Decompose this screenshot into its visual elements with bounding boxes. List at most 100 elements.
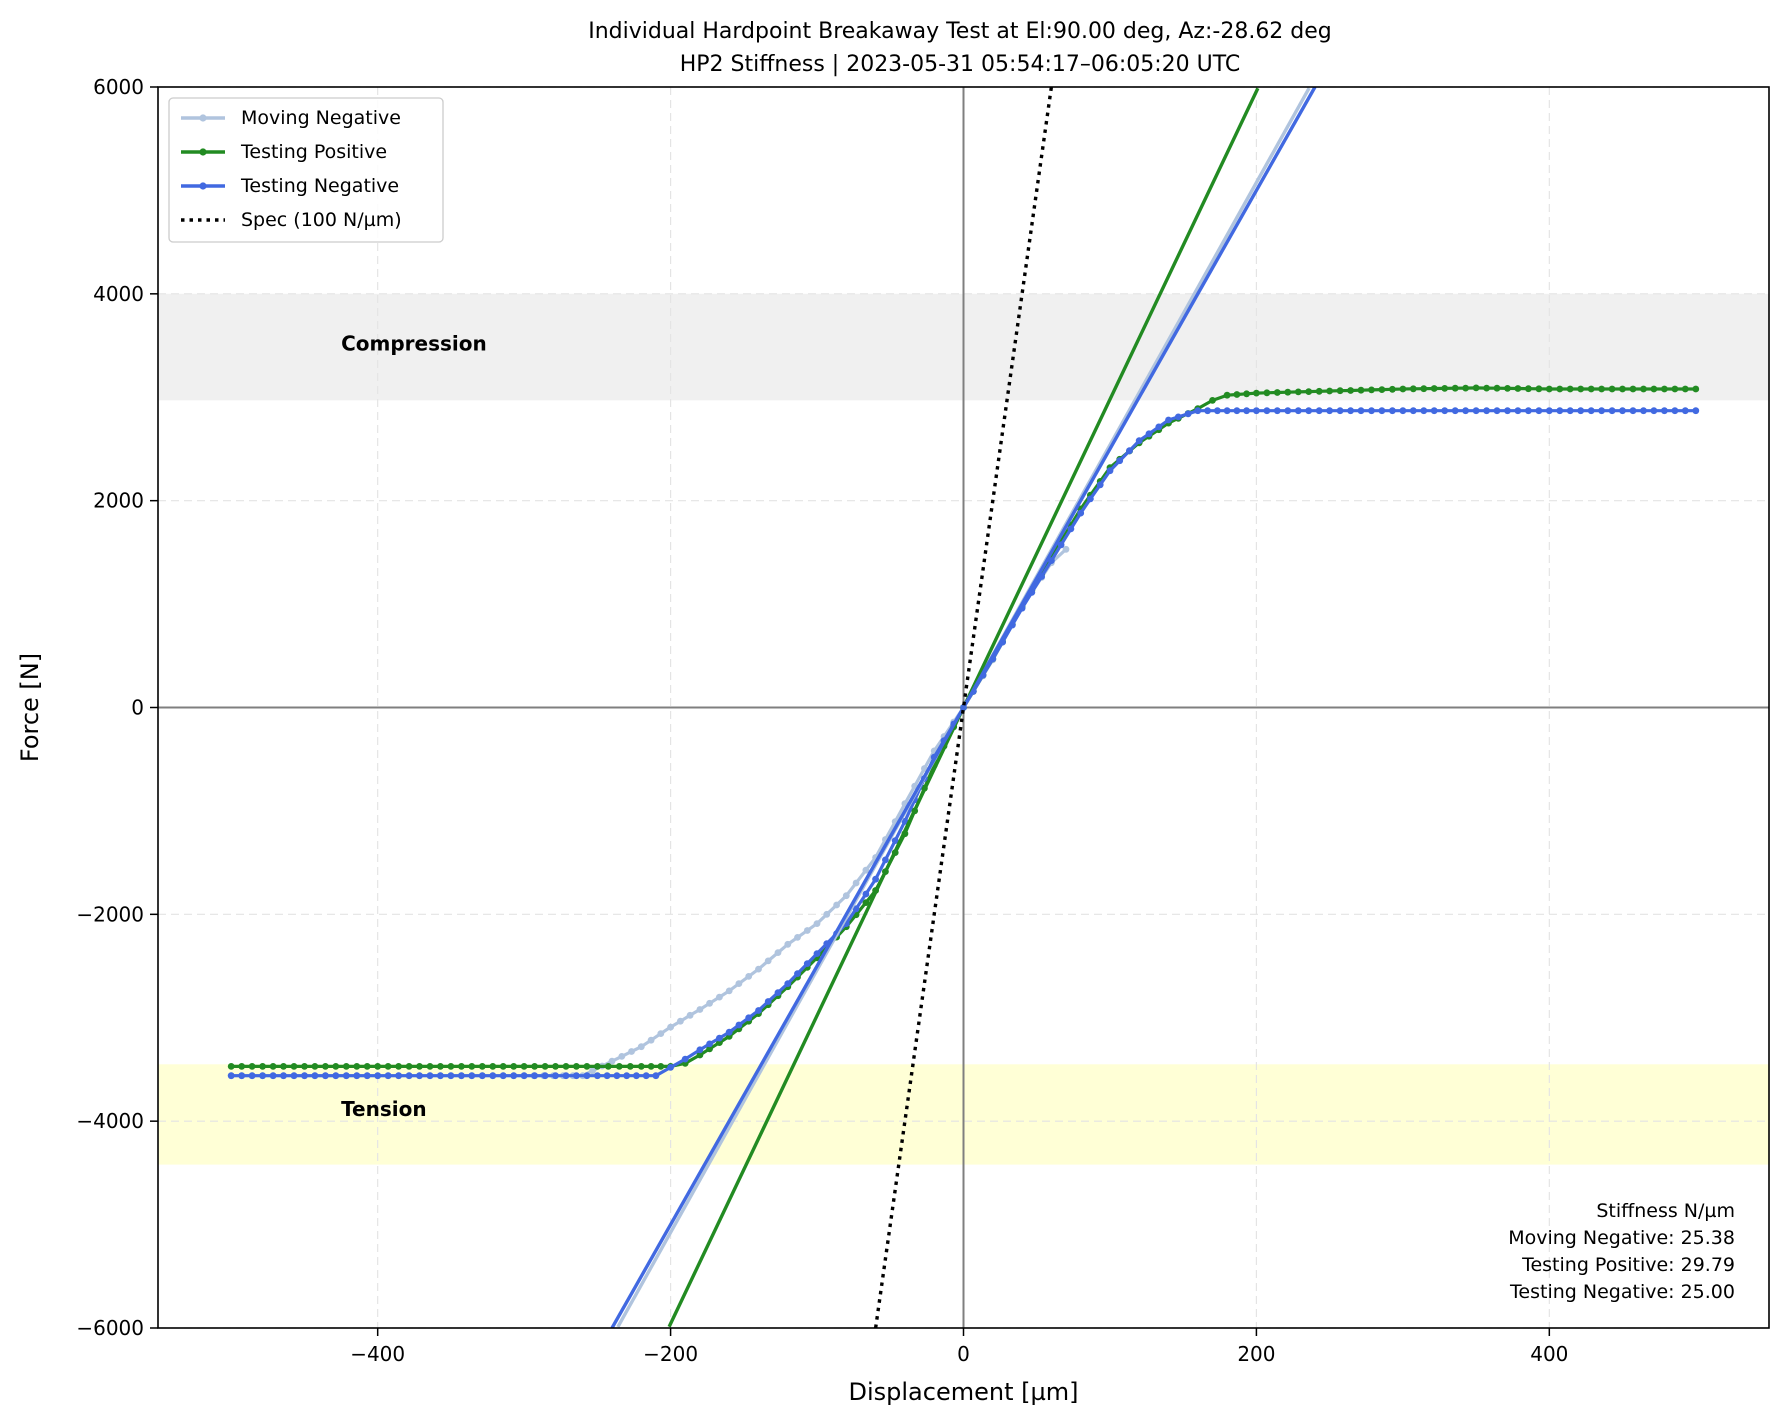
data-point xyxy=(594,1072,601,1080)
data-point xyxy=(1315,407,1323,415)
data-point xyxy=(374,1063,382,1070)
data-point xyxy=(681,1055,689,1063)
data-point xyxy=(891,837,899,844)
fit-line-testing-negative xyxy=(610,87,1317,1328)
data-point xyxy=(1692,407,1700,415)
data-point xyxy=(1096,481,1104,489)
data-point xyxy=(706,1040,713,1048)
data-point xyxy=(311,1072,319,1080)
data-point xyxy=(803,960,811,967)
data-point xyxy=(696,1051,704,1059)
data-point xyxy=(363,1063,371,1070)
data-point xyxy=(745,973,753,980)
data-point xyxy=(1357,386,1365,394)
data-point xyxy=(227,1072,235,1080)
data-point xyxy=(1535,407,1543,415)
data-point xyxy=(520,1063,528,1070)
data-point xyxy=(1106,467,1114,475)
data-point xyxy=(1184,410,1192,418)
data-point xyxy=(1577,407,1585,415)
data-point xyxy=(1640,385,1647,393)
data-point xyxy=(1493,407,1501,415)
data-point xyxy=(458,1063,465,1070)
data-point xyxy=(626,1063,634,1070)
data-point xyxy=(1493,384,1501,392)
data-point xyxy=(1650,385,1658,393)
data-point xyxy=(1378,407,1386,415)
data-point xyxy=(1126,447,1133,455)
data-point xyxy=(1305,388,1313,395)
y-tick-label: −2000 xyxy=(76,902,144,926)
data-point xyxy=(1619,385,1626,393)
data-point xyxy=(633,1072,640,1080)
data-point xyxy=(447,1072,455,1080)
data-point xyxy=(510,1063,518,1070)
data-point xyxy=(342,1063,350,1070)
data-point xyxy=(1451,407,1459,415)
legend: Moving Negative Testing Positive Testing N… xyxy=(168,97,444,243)
data-point xyxy=(1326,387,1333,395)
data-point xyxy=(696,1006,704,1013)
data-point xyxy=(852,879,860,887)
data-point xyxy=(259,1072,266,1080)
data-point xyxy=(405,1063,413,1070)
data-point xyxy=(813,950,821,957)
data-point xyxy=(604,1063,612,1070)
data-point xyxy=(1294,407,1302,415)
data-point xyxy=(499,1063,507,1070)
x-tick-label: 200 xyxy=(1237,1342,1275,1366)
data-point xyxy=(1336,407,1344,415)
data-point xyxy=(764,957,772,965)
data-point xyxy=(1545,385,1553,393)
data-point xyxy=(686,1011,694,1019)
data-point xyxy=(657,1063,665,1070)
data-point xyxy=(468,1063,476,1070)
series-moving-negative xyxy=(227,545,1070,1080)
data-point xyxy=(628,1048,635,1055)
data-point xyxy=(657,1030,665,1037)
data-point xyxy=(1389,407,1396,415)
data-point xyxy=(1243,407,1250,415)
data-point xyxy=(259,1063,266,1070)
data-point xyxy=(647,1063,655,1070)
data-point xyxy=(1650,407,1658,415)
data-point xyxy=(1629,407,1637,415)
data-point xyxy=(755,1007,762,1014)
data-point xyxy=(583,1072,591,1080)
data-point xyxy=(1116,457,1124,465)
data-point xyxy=(1441,407,1449,415)
data-point xyxy=(248,1063,256,1070)
data-point xyxy=(1399,385,1407,393)
data-point xyxy=(1243,390,1250,398)
x-tick-label: −400 xyxy=(350,1342,405,1366)
data-point xyxy=(573,1072,580,1080)
data-point xyxy=(1378,386,1386,393)
legend-label: Moving Negative xyxy=(241,107,401,129)
legend-item-spec-100-n-m: Spec (100 N/µm) xyxy=(181,209,402,231)
data-point xyxy=(1233,391,1241,398)
axis-ticks: −400 −200 0 200 400−6000−4000−20000200040006… xyxy=(76,75,1568,1366)
data-point xyxy=(706,999,713,1007)
data-point xyxy=(774,949,782,956)
data-point xyxy=(395,1063,402,1070)
data-point xyxy=(311,1063,319,1070)
y-tick-label: 2000 xyxy=(93,489,144,513)
data-point xyxy=(363,1072,371,1080)
data-point xyxy=(716,993,723,1001)
data-point xyxy=(238,1072,246,1080)
data-point xyxy=(803,927,811,934)
data-point xyxy=(499,1072,507,1080)
data-point xyxy=(1525,407,1532,415)
data-point xyxy=(1347,387,1354,394)
data-point xyxy=(615,1063,623,1070)
data-point xyxy=(1671,385,1679,393)
data-point xyxy=(608,1057,616,1065)
x-tick-label: −200 xyxy=(643,1342,698,1366)
data-point xyxy=(901,817,909,825)
data-point xyxy=(1223,391,1231,399)
data-point xyxy=(562,1072,570,1080)
data-point xyxy=(667,1023,674,1031)
data-point xyxy=(1067,525,1075,533)
data-point xyxy=(1430,385,1438,392)
